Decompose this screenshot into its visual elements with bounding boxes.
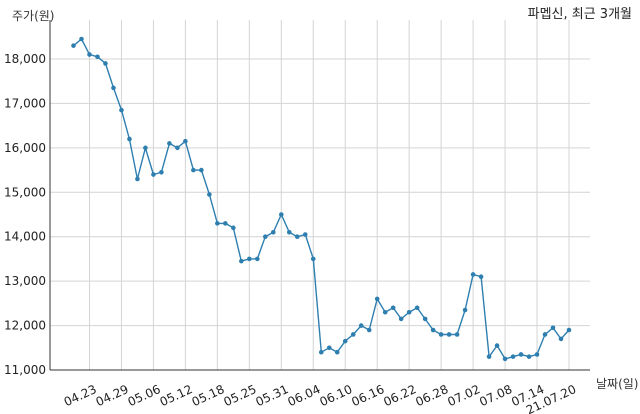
data-point (278, 212, 284, 217)
data-point (534, 352, 540, 357)
data-point (103, 61, 108, 66)
data-point (135, 176, 140, 182)
data-point (414, 305, 420, 311)
data-point (342, 338, 348, 344)
x-tick-label: 04.29 (94, 382, 131, 409)
data-point (294, 234, 300, 240)
data-point (263, 234, 268, 240)
x-axis: 04.2304.2905.0605.1205.1805.2505.3106.04… (62, 382, 579, 414)
y-tick-label: 18,000 (4, 52, 46, 66)
data-point (438, 332, 444, 337)
data-point (255, 256, 260, 262)
data-point (326, 345, 332, 351)
x-tick-label: 07.02 (445, 382, 482, 409)
y-tick-label: 12,000 (4, 319, 46, 333)
data-point (478, 274, 484, 280)
data-point (470, 272, 476, 277)
data-point (518, 352, 524, 357)
data-point (318, 349, 324, 355)
y-tick-label: 13,000 (4, 274, 46, 288)
y-axis: 11,000 12,000 13,000 14,000 15,000 16,000 17,0… (4, 52, 46, 377)
data-point (494, 343, 500, 348)
data-point (526, 354, 532, 359)
y-tick-label: 14,000 (4, 230, 46, 244)
data-point (510, 354, 516, 359)
data-point (167, 141, 172, 146)
data-point (191, 167, 196, 173)
y-tick-label: 15,000 (4, 185, 46, 199)
data-point (151, 172, 156, 177)
x-tick-label: 05.31 (254, 382, 291, 409)
y-axis-title: 주가(원) (12, 9, 54, 23)
x-tick-label: 05.25 (222, 382, 259, 409)
data-point (95, 54, 100, 60)
data-point (502, 356, 508, 362)
x-tick-label: 06.10 (317, 382, 354, 409)
data-point (302, 232, 308, 237)
data-point (183, 138, 188, 144)
data-point (422, 316, 428, 322)
data-point (231, 225, 236, 231)
data-point (111, 85, 116, 91)
x-tick-label: 05.06 (126, 382, 163, 409)
data-point (334, 349, 340, 355)
data-point (310, 256, 316, 262)
x-tick-label: 07.08 (477, 382, 514, 409)
data-point (550, 325, 556, 331)
y-tick-label: 11,000 (4, 363, 46, 377)
data-point (159, 169, 164, 175)
y-tick-label: 16,000 (4, 141, 46, 155)
data-point (350, 332, 356, 337)
data-point (462, 307, 468, 313)
data-point (566, 327, 572, 333)
data-point (486, 354, 492, 359)
data-point (382, 309, 388, 315)
x-tick-label: 05.12 (158, 382, 195, 409)
x-tick-label: 06.04 (285, 382, 322, 409)
data-point (71, 43, 76, 48)
data-point (143, 145, 148, 151)
series-line (73, 38, 570, 360)
data-point (119, 107, 124, 113)
y-tick-label: 17,000 (4, 96, 46, 110)
data-point (239, 258, 244, 264)
data-point (247, 256, 252, 262)
series-layer (71, 36, 572, 362)
x-tick-label: 06.28 (413, 382, 450, 409)
x-axis-title: 날짜(일) (596, 377, 638, 391)
data-point (215, 221, 220, 226)
data-point (390, 305, 396, 311)
grid-lines (49, 20, 590, 371)
data-point (558, 336, 564, 342)
data-point (398, 316, 404, 322)
x-tick-label: 05.18 (190, 382, 227, 409)
data-point (286, 229, 292, 235)
data-point (127, 136, 132, 142)
data-point (358, 323, 364, 328)
x-tick-label: 04.23 (62, 382, 99, 409)
chart-title: 파멥신, 최근 3개월 (528, 7, 632, 22)
data-point (223, 221, 228, 226)
data-point (270, 229, 276, 235)
data-point (446, 332, 452, 337)
data-point (454, 332, 460, 337)
x-tick-label: 06.22 (381, 382, 418, 409)
data-point (374, 296, 380, 302)
data-point (207, 192, 212, 197)
data-point (87, 52, 92, 57)
data-point (406, 309, 412, 315)
data-point (175, 145, 180, 151)
data-point (542, 332, 548, 337)
data-point (366, 327, 372, 333)
data-point (430, 327, 436, 333)
data-point (199, 167, 204, 173)
x-tick-label: 06.16 (349, 382, 386, 409)
data-point (79, 36, 84, 42)
